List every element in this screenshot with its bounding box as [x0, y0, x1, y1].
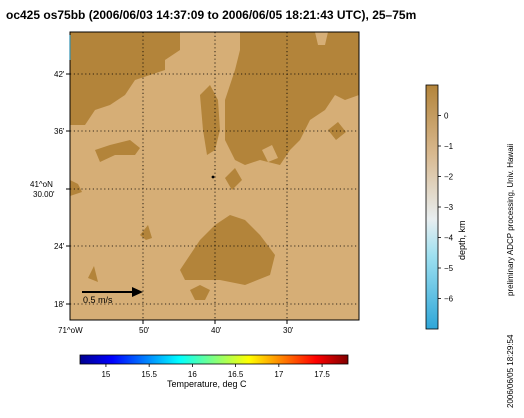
- temp-tick-label: 16.5: [228, 370, 244, 379]
- axis-ticks: [66, 73, 288, 324]
- shelf-region: [225, 32, 359, 165]
- temperature-colorbar: 15 15.5 16 16.5 17 17.5 Temperature, deg C: [79, 354, 349, 389]
- shelf-region: [315, 32, 328, 45]
- temp-tick-label: 15.5: [141, 370, 157, 379]
- lat-tick-label: 41^oN 30.00': [30, 180, 55, 199]
- lat-tick-label: 18': [54, 300, 65, 309]
- shelf-region: [95, 140, 140, 162]
- velocity-scale-arrow: [82, 287, 143, 297]
- depth-colorbar: 0 −1 −2 −3 −4 −5 −6 depth, km: [425, 84, 467, 330]
- velocity-scale-label: 0.5 m/s: [83, 295, 113, 305]
- shelf-region: [70, 180, 82, 196]
- depth-tick-label: −5: [444, 264, 454, 273]
- lon-tick-label: 30': [283, 326, 294, 335]
- depth-colorbar-label: depth, km: [457, 220, 467, 260]
- shelf-region: [190, 285, 210, 300]
- lat-tick-label: 36': [54, 127, 65, 136]
- depth-tick-label: 0: [444, 112, 449, 121]
- processing-timestamp: 2006/06/05 18:29:54: [506, 334, 515, 408]
- temp-tick-label: 17: [274, 370, 283, 379]
- ship-position-marker: [211, 175, 215, 179]
- temp-tick-label: 17.5: [314, 370, 330, 379]
- shelf-region: [262, 145, 278, 162]
- plot-title: oc425 os75bb (2006/06/03 14:37:09 to 200…: [6, 8, 416, 22]
- lon-tick-label: 71^oW: [58, 326, 83, 335]
- shelf-region: [88, 266, 98, 282]
- depth-tick-label: −3: [444, 203, 454, 212]
- lat-tick-label: 24': [54, 242, 65, 251]
- depth-tick-label: −6: [444, 295, 454, 304]
- lat-tick-label: 42': [54, 70, 65, 79]
- temp-tick-label: 15: [101, 370, 110, 379]
- lon-tick-label: 50': [139, 326, 150, 335]
- depth-tick-label: −1: [444, 142, 454, 151]
- processing-credit: preliminary ADCP processing, Univ. Hawai…: [506, 144, 515, 296]
- depth-tick-label: −2: [444, 173, 454, 182]
- lon-tick-label: 40': [211, 326, 222, 335]
- shelf-region: [140, 225, 152, 240]
- temperature-colorbar-label: Temperature, deg C: [167, 379, 247, 389]
- graticule: [70, 32, 359, 320]
- temp-tick-label: 16: [188, 370, 197, 379]
- shelf-region: [180, 215, 275, 285]
- shelf-region: [70, 32, 180, 125]
- depth-tick-label: −4: [444, 234, 454, 243]
- shelf-region: [225, 168, 242, 190]
- shelf-region: [200, 85, 220, 155]
- map-panel: 0.5 m/s: [70, 32, 359, 320]
